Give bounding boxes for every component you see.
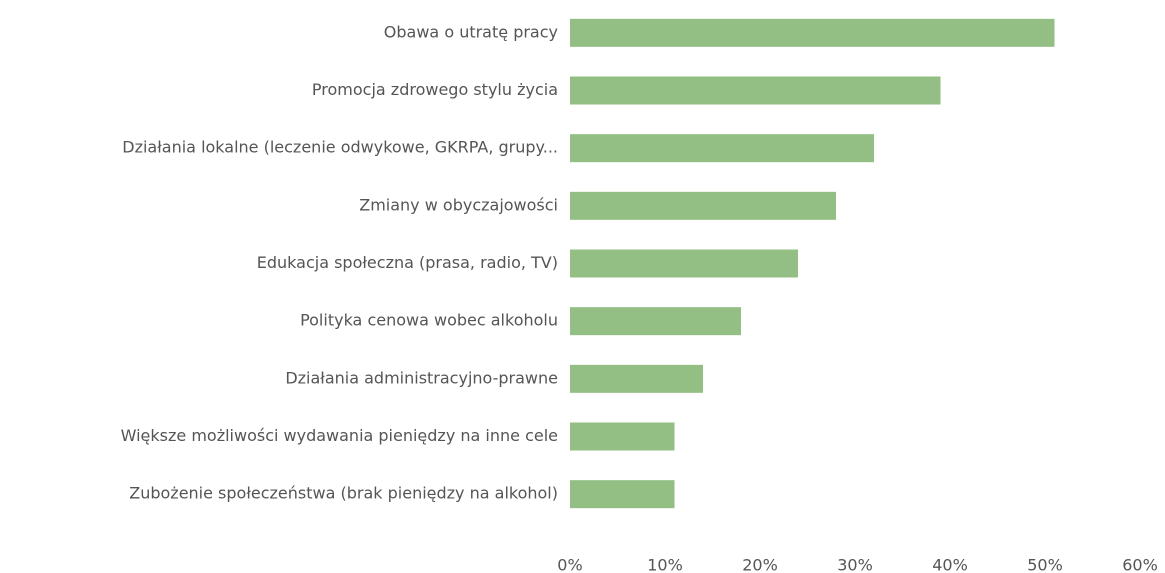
- y-tick-label: Działania administracyjno-prawne: [285, 368, 558, 387]
- y-tick-label: Większe możliwości wydawania pieniędzy n…: [121, 426, 558, 445]
- y-tick-label: Obawa o utratę pracy: [384, 22, 558, 41]
- bar: [570, 307, 741, 336]
- y-tick-label: Działania lokalne (leczenie odwykowe, GK…: [122, 138, 558, 157]
- y-tick-label: Promocja zdrowego stylu życia: [312, 80, 558, 99]
- bar: [570, 18, 1055, 47]
- x-tick-label: 10%: [647, 556, 683, 573]
- bar: [570, 134, 874, 163]
- x-tick-label: 40%: [932, 556, 968, 573]
- bar: [570, 480, 675, 509]
- x-tick-label: 30%: [837, 556, 873, 573]
- bar: [570, 364, 703, 393]
- x-tick-label: 20%: [742, 556, 778, 573]
- bar: [570, 249, 798, 278]
- y-tick-label: Zubożenie społeczeństwa (brak pieniędzy …: [129, 484, 558, 503]
- x-tick-label: 0%: [557, 556, 582, 573]
- bar: [570, 191, 836, 220]
- x-tick-label: 60%: [1122, 556, 1158, 573]
- y-tick-label: Edukacja społeczna (prasa, radio, TV): [257, 253, 558, 272]
- y-tick-label: Zmiany w obyczajowości: [359, 195, 558, 214]
- x-tick-label: 50%: [1027, 556, 1063, 573]
- bar: [570, 76, 941, 105]
- y-tick-label: Polityka cenowa wobec alkoholu: [300, 311, 558, 330]
- bar: [570, 422, 675, 451]
